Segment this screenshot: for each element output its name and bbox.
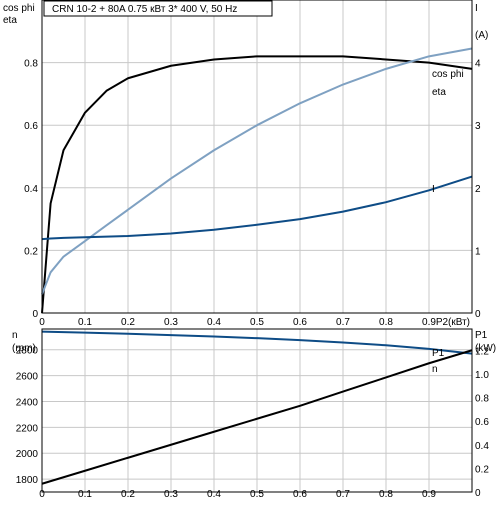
left-tick-label: 0.6	[24, 121, 38, 132]
x-tick-label: 0.8	[379, 317, 393, 328]
left-tick-label: 0.8	[24, 59, 38, 70]
series-label-eta: eta	[432, 87, 446, 98]
x-tick-label: 0.2	[121, 489, 135, 500]
x-tick-label: 0.6	[293, 489, 307, 500]
left-tick-label: 2200	[16, 423, 39, 434]
x-tick-label: 0.3	[164, 489, 178, 500]
x-tick-label: 0.9	[422, 317, 436, 328]
right-tick-label: 0.6	[475, 417, 489, 428]
right-tick-label: 0	[475, 309, 481, 320]
series-line-i	[41, 175, 473, 241]
left-axis-label: (rpm)	[12, 343, 36, 354]
right-tick-label: 0.4	[475, 441, 489, 452]
left-tick-label: 0.4	[24, 184, 38, 195]
x-tick-label: 0.4	[207, 489, 221, 500]
series-label-i: I	[432, 184, 435, 195]
left-axis-label: n	[12, 330, 18, 341]
left-tick-label: 0.2	[24, 246, 38, 257]
left-tick-label: 1800	[16, 475, 39, 486]
left-tick-label: 0	[32, 309, 38, 320]
plot-frame	[41, 328, 473, 493]
left-axis-label: eta	[3, 15, 17, 26]
x-tick-label: 0.9	[422, 489, 436, 500]
right-tick-label: 0.8	[475, 394, 489, 405]
x-tick-label: 0.8	[379, 489, 393, 500]
x-tick-label: 0.6	[293, 317, 307, 328]
right-tick-label: 0	[475, 488, 481, 499]
x-tick-label: 0.1	[78, 489, 92, 500]
series-label-n: n	[432, 364, 438, 375]
x-tick-label: 0.7	[336, 317, 350, 328]
series-line-p1	[41, 349, 473, 485]
x-tick-label: 0.5	[250, 317, 264, 328]
chart-header: CRN 10-2 + 80A 0.75 кВт 3* 400 V, 50 Hz	[43, 0, 273, 17]
series-line-n	[41, 330, 473, 355]
right-tick-label: 1.0	[475, 370, 489, 381]
right-axis-label: I	[475, 3, 478, 14]
x-tick-label: 0.3	[164, 317, 178, 328]
x-axis-label: P2(кВт)	[436, 317, 470, 328]
x-tick-label: 0.7	[336, 489, 350, 500]
right-axis-label: P1	[475, 330, 488, 341]
series-label-p1: P1	[432, 348, 445, 359]
series-line-cos-phi	[41, 47, 473, 295]
right-tick-label: 3	[475, 121, 481, 132]
x-tick-label: 0.4	[207, 317, 221, 328]
left-tick-label: 2600	[16, 372, 39, 383]
left-axis-label: cos phi	[3, 3, 35, 14]
x-tick-label: 0	[39, 489, 45, 500]
x-tick-label: 0	[39, 317, 45, 328]
plot-frame	[41, 0, 473, 314]
right-tick-label: 2	[475, 184, 481, 195]
chart-header-text: CRN 10-2 + 80A 0.75 кВт 3* 400 V, 50 Hz	[52, 4, 237, 15]
left-tick-label: 2000	[16, 449, 39, 460]
right-tick-label: 0.2	[475, 464, 489, 475]
right-tick-label: 1.2	[475, 346, 489, 357]
right-tick-label: 1	[475, 246, 481, 257]
right-axis-label: (A)	[475, 30, 488, 41]
left-tick-label: 2400	[16, 397, 39, 408]
x-tick-label: 0.1	[78, 317, 92, 328]
left-tick-label: 2800	[16, 346, 39, 357]
x-tick-label: 0.2	[121, 317, 135, 328]
x-tick-label: 0.5	[250, 489, 264, 500]
right-axis-label: (kW)	[475, 343, 496, 354]
series-label-cos-phi: cos phi	[432, 69, 464, 80]
series-line-eta	[41, 55, 473, 314]
right-tick-label: 4	[475, 59, 481, 70]
